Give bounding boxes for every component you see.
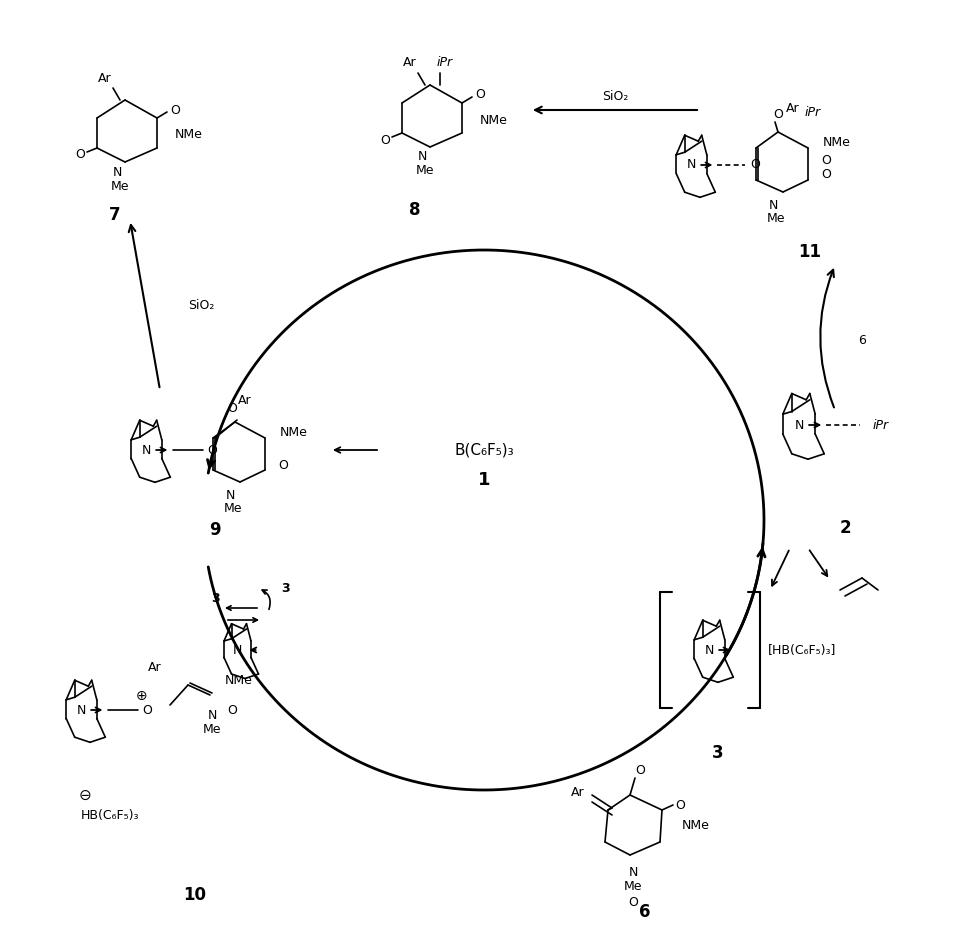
Text: Ar: Ar: [404, 57, 417, 69]
Text: Me: Me: [224, 501, 242, 515]
Text: 1: 1: [478, 471, 490, 489]
Text: O: O: [821, 168, 831, 182]
Text: iPr: iPr: [437, 57, 453, 69]
Text: O: O: [628, 896, 638, 908]
Text: N: N: [76, 704, 86, 716]
Text: ⊖: ⊖: [78, 787, 91, 802]
Text: [HB(C₆F₅)₃]: [HB(C₆F₅)₃]: [768, 643, 836, 657]
Text: Me: Me: [110, 180, 130, 192]
Text: O: O: [821, 153, 831, 166]
Text: 3: 3: [211, 591, 220, 604]
Text: HB(C₆F₅)₃: HB(C₆F₅)₃: [80, 809, 139, 821]
Text: Me: Me: [202, 723, 222, 735]
Text: N: N: [233, 643, 242, 657]
Text: NMe: NMe: [823, 135, 851, 149]
Text: N: N: [795, 418, 803, 431]
Text: 10: 10: [184, 886, 206, 904]
Text: NMe: NMe: [682, 818, 710, 832]
Text: O: O: [227, 704, 237, 716]
Text: ⊕: ⊕: [136, 689, 148, 703]
Text: N: N: [112, 166, 122, 179]
Text: 8: 8: [409, 201, 421, 219]
Text: O: O: [142, 704, 152, 716]
Text: O: O: [207, 444, 217, 457]
Text: iPr: iPr: [873, 418, 890, 431]
Text: O: O: [170, 103, 180, 116]
Text: Ar: Ar: [238, 394, 252, 407]
Text: 3: 3: [281, 582, 289, 594]
Text: SiO₂: SiO₂: [188, 299, 214, 311]
Text: Ar: Ar: [571, 785, 585, 798]
Text: O: O: [750, 159, 760, 171]
Text: N: N: [687, 159, 696, 171]
Text: NMe: NMe: [175, 129, 203, 142]
Text: Ar: Ar: [786, 101, 800, 114]
Text: 2: 2: [839, 519, 851, 537]
Text: NMe: NMe: [480, 114, 508, 127]
Text: O: O: [278, 459, 287, 471]
Text: O: O: [675, 798, 685, 812]
Text: O: O: [227, 401, 237, 414]
Text: N: N: [417, 150, 427, 164]
Text: O: O: [76, 149, 85, 162]
Text: O: O: [380, 133, 390, 147]
Text: 3: 3: [712, 744, 724, 762]
Text: 6: 6: [639, 903, 650, 921]
Text: N: N: [226, 488, 234, 501]
Text: O: O: [475, 89, 485, 101]
Text: N: N: [769, 199, 777, 212]
Text: 9: 9: [209, 521, 221, 539]
Text: Ar: Ar: [148, 660, 162, 674]
Text: Me: Me: [623, 880, 642, 892]
Text: 6: 6: [858, 334, 866, 346]
Text: N: N: [207, 709, 217, 722]
Text: N: N: [705, 643, 714, 657]
Text: NMe: NMe: [280, 426, 308, 439]
Text: O: O: [773, 109, 783, 121]
Text: O: O: [635, 763, 645, 777]
Text: Ar: Ar: [98, 72, 112, 84]
Text: N: N: [628, 866, 638, 879]
Text: 11: 11: [799, 243, 822, 261]
Text: Me: Me: [767, 212, 785, 224]
Text: iPr: iPr: [805, 106, 821, 118]
Text: N: N: [142, 444, 151, 457]
Text: NMe: NMe: [225, 674, 253, 687]
Text: SiO₂: SiO₂: [602, 91, 628, 103]
Text: Me: Me: [415, 165, 435, 178]
Text: 7: 7: [109, 206, 121, 224]
Text: B(C₆F₅)₃: B(C₆F₅)₃: [454, 443, 514, 458]
